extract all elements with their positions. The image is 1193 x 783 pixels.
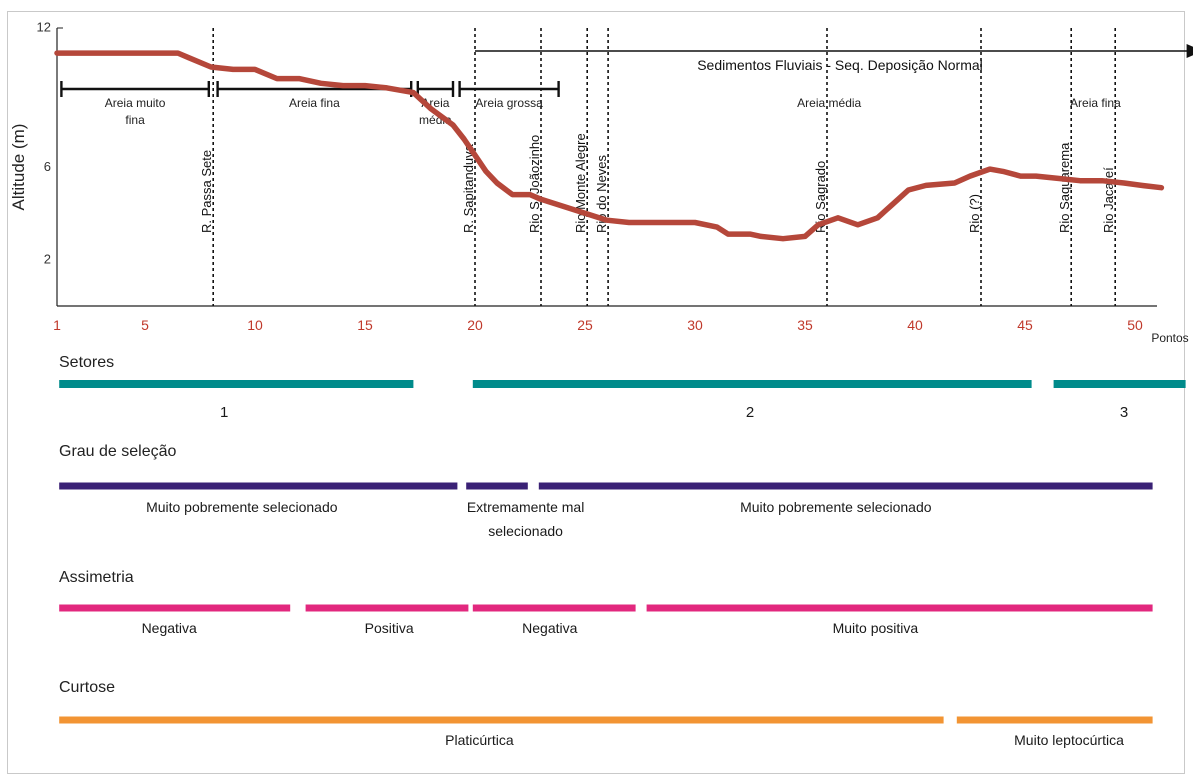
y-tick-label: 6 (44, 159, 51, 174)
band-title: Grau de seleção (59, 443, 177, 460)
band-segment-label: 2 (746, 404, 754, 421)
granulometry-label: Areia muito (105, 96, 166, 110)
band-title: Setores (59, 354, 114, 371)
x-tick-label: 30 (687, 317, 703, 333)
x-axis-label: Pontos (1151, 331, 1188, 345)
river-label: Rio Sagrado (813, 161, 828, 233)
band-segment (305, 604, 469, 612)
band-segment-label: Extremamente mal (467, 499, 584, 515)
y-tick-label: 2 (44, 252, 51, 267)
band-segment (472, 604, 636, 612)
x-tick-label: 50 (1127, 317, 1143, 333)
river-label: Rio S. Joãozinho (527, 135, 542, 233)
granulometry-label: fina (125, 113, 145, 127)
band-segment (59, 604, 291, 612)
x-tick-label: 45 (1017, 317, 1033, 333)
band-segment (59, 380, 414, 388)
x-tick-label: 5 (141, 317, 149, 333)
sequence-label: Sedimentos Fluviais - Seq. Deposição Nor… (697, 57, 983, 73)
granulometry-label: Areia fina (1070, 96, 1121, 110)
band-title: Curtose (59, 679, 115, 696)
river-label: Rio Monte Alegre (573, 133, 588, 233)
band-segment-label: Muito positiva (833, 620, 919, 636)
granulometry-label: Areia média (797, 96, 861, 110)
band-segment (59, 716, 944, 724)
river-label: Rio do Neves (594, 154, 609, 233)
x-tick-label: 20 (467, 317, 483, 333)
x-tick-label: 10 (247, 317, 263, 333)
band-segment-label: Negativa (522, 620, 577, 636)
altitude-line (54, 50, 1165, 242)
band-segment-label: Platicúrtica (445, 732, 514, 748)
granulometry-label: Areia grossa (475, 96, 543, 110)
band-segment (538, 482, 1153, 490)
x-tick-label: 1 (53, 317, 61, 333)
granulometry-label: Areia fina (289, 96, 340, 110)
band-segment-label: Muito leptocúrtica (1014, 732, 1124, 748)
band-segment-label: 3 (1120, 404, 1128, 421)
band-segment (59, 482, 458, 490)
band-segment (646, 604, 1153, 612)
figure-frame (7, 11, 1185, 774)
band-segment-label: selecionado (488, 523, 563, 539)
band-segment-label: Muito pobremente selecionado (146, 499, 338, 515)
river-label: Rio Saquarema (1057, 142, 1072, 233)
river-label: R. Sapitanduva (461, 143, 476, 233)
y-axis-label: Altitude (m) (9, 124, 28, 211)
sediment-parameter-bands: Setores 1 2 3 Grau de seleção Muito pobrement… (59, 354, 1186, 748)
band-segment (1053, 380, 1186, 388)
river-label: R. Passa Sete (199, 150, 214, 233)
x-tick-label: 35 (797, 317, 813, 333)
y-tick-label: 12 (37, 20, 51, 35)
band-segment-label: 1 (220, 404, 228, 421)
x-tick-label: 15 (357, 317, 373, 333)
band-segment-label: Muito pobremente selecionado (740, 499, 932, 515)
band-segment (956, 716, 1153, 724)
river-label: Rio Jacareí (1101, 167, 1116, 233)
band-segment-label: Negativa (142, 620, 197, 636)
band-segment-label: Positiva (365, 620, 414, 636)
band-segment (472, 380, 1032, 388)
x-tick-label: 40 (907, 317, 923, 333)
band-title: Assimetria (59, 569, 134, 586)
band-segment (466, 482, 528, 490)
sequence-arrow-head (1186, 44, 1193, 58)
river-label: Rio (?) (967, 194, 982, 233)
x-tick-label: 25 (577, 317, 593, 333)
